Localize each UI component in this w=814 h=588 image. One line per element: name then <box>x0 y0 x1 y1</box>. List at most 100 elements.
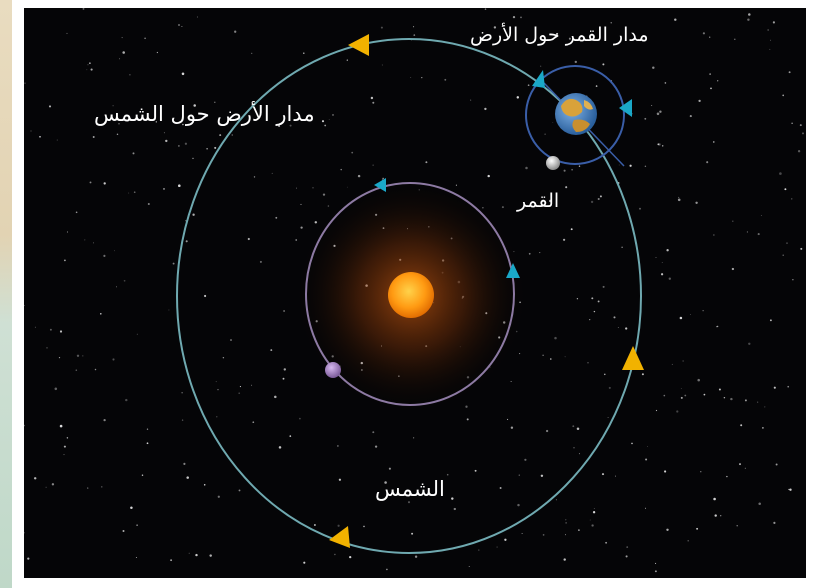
orbit-arrow <box>506 263 520 278</box>
star <box>527 84 530 87</box>
star <box>655 562 657 564</box>
star <box>746 231 748 233</box>
star <box>295 239 298 241</box>
star <box>644 117 647 120</box>
star <box>465 405 468 408</box>
star <box>181 392 183 394</box>
star <box>516 96 520 99</box>
star <box>680 388 682 389</box>
star <box>595 85 598 87</box>
star <box>58 357 61 359</box>
star <box>337 524 340 527</box>
star <box>147 202 150 206</box>
star <box>314 221 318 224</box>
star <box>122 529 125 533</box>
star <box>512 15 516 19</box>
star <box>664 470 667 473</box>
star <box>591 297 594 300</box>
star <box>651 105 653 107</box>
star <box>625 555 628 558</box>
inner-planet-orbit-path <box>305 182 515 406</box>
star <box>788 488 790 490</box>
star <box>573 447 575 449</box>
star <box>136 524 138 526</box>
star <box>87 64 89 66</box>
star <box>702 310 704 312</box>
star <box>478 549 480 551</box>
star <box>748 13 751 16</box>
star <box>46 347 48 349</box>
star <box>278 125 281 128</box>
star <box>283 310 286 312</box>
star <box>407 501 411 504</box>
star <box>639 207 641 210</box>
star <box>520 16 522 19</box>
star <box>734 38 736 41</box>
star <box>300 203 302 205</box>
star <box>550 358 552 360</box>
star <box>545 429 549 433</box>
star <box>618 164 620 166</box>
star <box>552 122 554 123</box>
star <box>574 60 577 64</box>
earth-orbit-label: مدار الأرض حول الشمس <box>94 102 315 126</box>
star <box>92 136 95 138</box>
star <box>165 139 168 143</box>
star <box>123 279 126 282</box>
star <box>303 561 306 564</box>
star <box>709 73 711 75</box>
star <box>303 52 305 54</box>
star <box>33 477 37 480</box>
star <box>792 279 794 281</box>
star <box>679 316 683 320</box>
star <box>760 215 762 217</box>
star <box>135 557 137 558</box>
star <box>484 8 487 10</box>
star <box>744 399 747 402</box>
star <box>562 238 566 241</box>
star <box>576 298 579 300</box>
star <box>209 554 212 557</box>
star <box>349 555 352 559</box>
star <box>674 18 677 21</box>
orbit-arrow <box>619 99 632 117</box>
star <box>613 316 616 319</box>
star <box>655 257 657 259</box>
star <box>425 161 428 164</box>
star <box>597 300 600 303</box>
star <box>141 474 144 476</box>
star <box>446 473 449 476</box>
star <box>799 124 802 127</box>
star <box>239 386 241 388</box>
star <box>714 514 717 517</box>
star <box>372 164 374 166</box>
star <box>338 478 342 481</box>
star <box>564 356 566 358</box>
star <box>413 26 415 28</box>
star <box>270 349 273 352</box>
page-edge-strip <box>0 0 12 588</box>
star <box>677 198 681 202</box>
star <box>414 555 418 558</box>
star <box>782 254 784 257</box>
star <box>63 445 66 448</box>
star <box>565 519 567 521</box>
star <box>644 165 647 168</box>
star <box>93 242 94 244</box>
star <box>770 39 772 41</box>
star <box>656 112 660 116</box>
star <box>663 394 666 397</box>
star <box>468 565 470 567</box>
star <box>313 524 316 526</box>
star <box>222 356 225 359</box>
star <box>576 427 580 430</box>
star <box>496 546 498 548</box>
star <box>556 32 559 35</box>
star <box>259 260 262 263</box>
star <box>610 22 612 24</box>
star <box>758 502 761 506</box>
star <box>274 395 277 399</box>
star <box>542 534 545 536</box>
star <box>549 199 552 203</box>
star <box>455 184 457 186</box>
